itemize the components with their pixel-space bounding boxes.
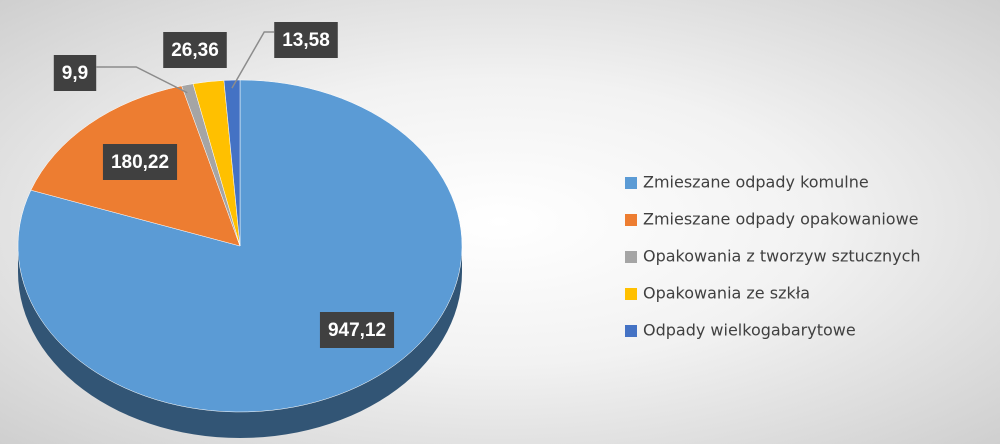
data-label-text: 180,22 bbox=[111, 152, 169, 173]
data-label-box bbox=[102, 144, 178, 180]
legend-swatch bbox=[625, 177, 637, 189]
leader-line bbox=[96, 66, 188, 94]
data-label-box bbox=[274, 22, 338, 58]
data-label-text: 13,58 bbox=[282, 30, 330, 51]
data-label-text: 947,12 bbox=[328, 320, 386, 341]
data-label-text: 26,36 bbox=[171, 40, 219, 61]
legend-label: Opakowania z tworzyw sztucznych bbox=[643, 247, 921, 266]
legend-swatch bbox=[625, 214, 637, 226]
legend-label: Zmieszane odpady komulne bbox=[643, 173, 869, 192]
legend-swatch bbox=[625, 288, 637, 300]
legend-swatch bbox=[625, 325, 637, 337]
data-label-box bbox=[163, 32, 227, 68]
leader-line bbox=[231, 31, 275, 89]
data-label: 13,58 bbox=[231, 22, 338, 89]
slice bbox=[223, 79, 241, 247]
legend-label: Zmieszane odpady opakowaniowe bbox=[643, 210, 919, 229]
data-label-box bbox=[53, 55, 97, 91]
legend-label: Opakowania ze szkła bbox=[643, 284, 810, 303]
data-label: 180,22 bbox=[102, 144, 178, 180]
data-label-text: 9,9 bbox=[62, 63, 88, 84]
data-label: 26,36 bbox=[163, 32, 227, 68]
data-label: 9,9 bbox=[53, 55, 188, 94]
data-label-box bbox=[319, 312, 395, 348]
legend-swatch bbox=[625, 251, 637, 263]
data-label: 947,12 bbox=[319, 312, 395, 348]
legend-label: Odpady wielkogabarytowe bbox=[643, 321, 856, 340]
